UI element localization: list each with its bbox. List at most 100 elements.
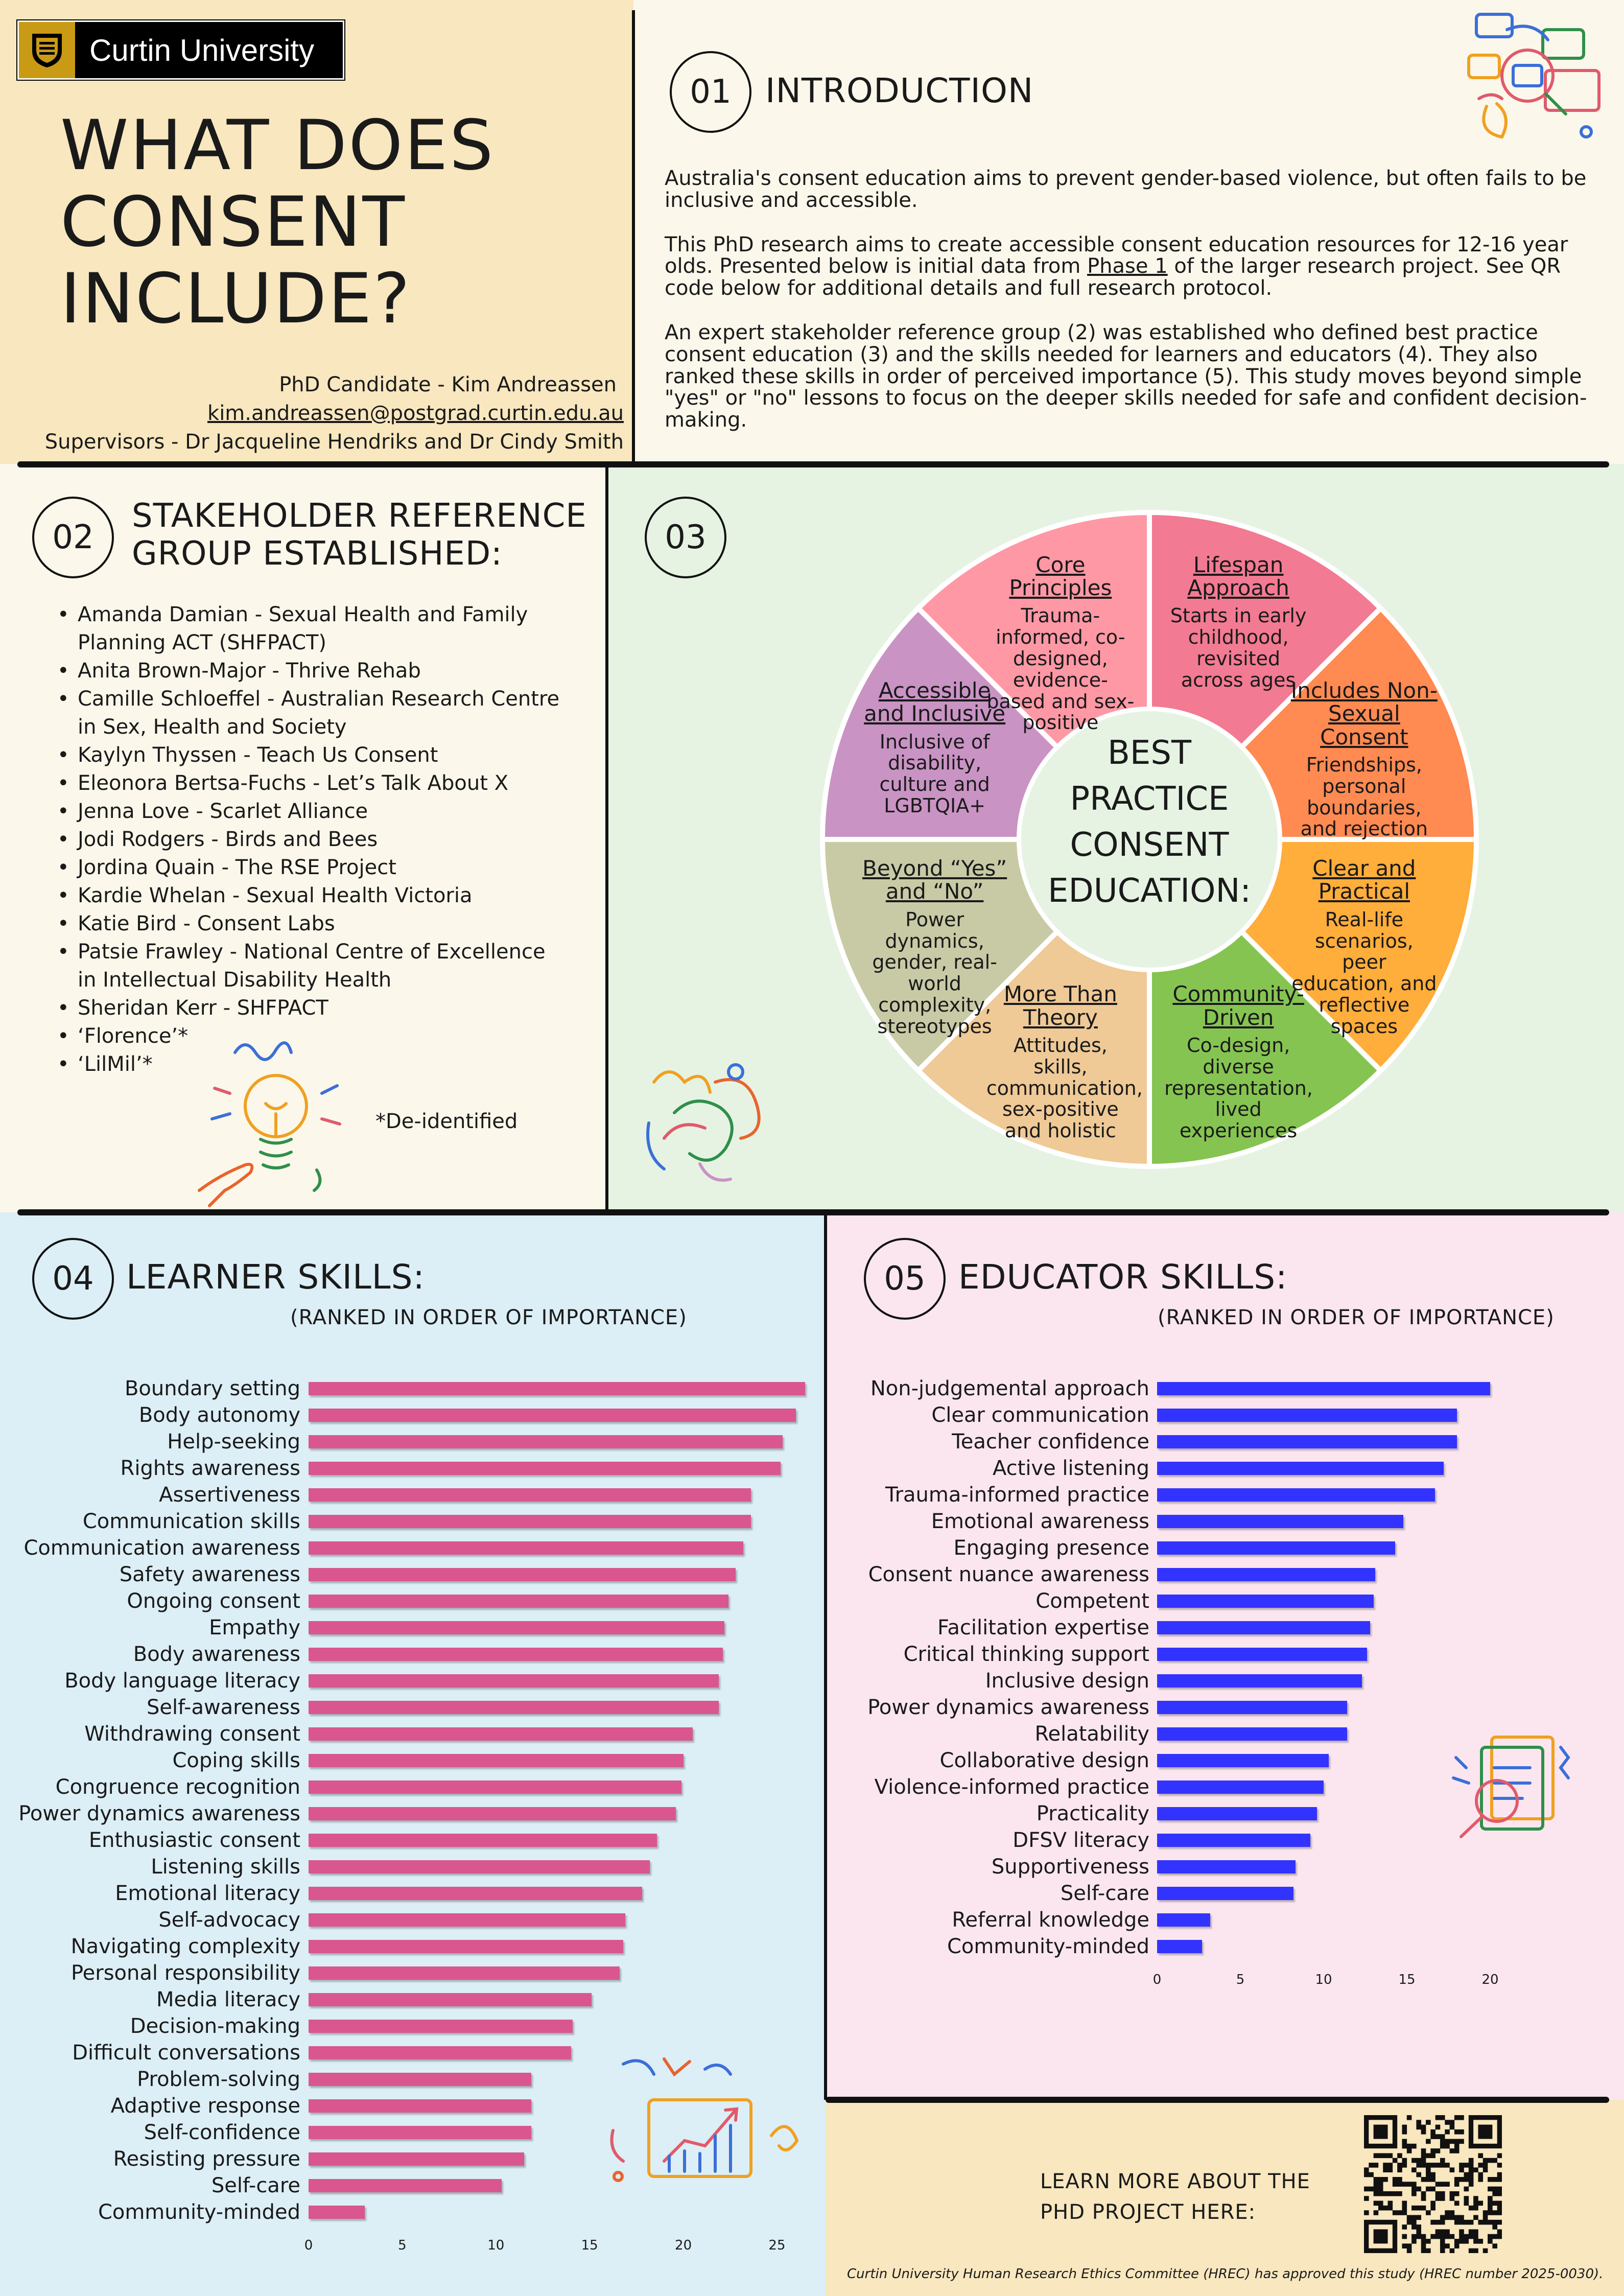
wheel-wedge [1238, 837, 1479, 1074]
skill-bar [1157, 1541, 1396, 1555]
stakeholder-member: Jordina Quain - The RSE Project [56, 854, 567, 882]
skill-label: Community-minded [947, 1935, 1149, 1958]
skill-label: Emotional literacy [115, 1882, 300, 1905]
skill-label: Body awareness [133, 1643, 300, 1666]
skill-bar [309, 1435, 783, 1448]
growth-chart-icon [603, 2054, 807, 2187]
stakeholder-member: Eleonora Bertsa-Fuchs - Let’s Talk About… [56, 769, 567, 798]
skill-label: Power dynamics awareness [867, 1696, 1149, 1719]
wheel-segment-title: Accessible and Inclusive [864, 677, 1006, 727]
divider-horizontal-1 [17, 461, 1609, 467]
stakeholder-member: Jenna Love - Scarlet Alliance [56, 798, 567, 826]
document-search-icon [1446, 1727, 1579, 1849]
x-axis-tick-label: 10 [487, 2238, 505, 2253]
wheel-wedge [1238, 604, 1479, 842]
introduction-panel [633, 0, 1624, 464]
wheel-wedge [1147, 509, 1384, 751]
skill-label: Help-seeking [167, 1430, 300, 1454]
skill-label: Self-advocacy [158, 1908, 300, 1932]
skill-label: Listening skills [151, 1855, 300, 1879]
skill-label: Competent [1035, 1589, 1149, 1613]
university-name: Curtin University [89, 33, 315, 67]
divider-vertical-top [632, 10, 635, 464]
x-axis-tick-label: 10 [1315, 1972, 1332, 1987]
skill-bar [309, 1993, 592, 2006]
skill-bar [1157, 1807, 1317, 1820]
skill-label: Coping skills [172, 1749, 300, 1772]
skill-label: Referral knowledge [952, 1908, 1149, 1932]
skill-label: DFSV literacy [1013, 1829, 1149, 1852]
skill-bar [1157, 1860, 1296, 1873]
x-axis-tick-label: 15 [581, 2238, 598, 2253]
university-logo: Curtin University [17, 20, 344, 80]
wheel-segment-description: Power dynamics, gender, real-world compl… [872, 908, 997, 1038]
skill-label: Congruence recognition [55, 1775, 300, 1799]
skill-bar [1157, 1488, 1435, 1502]
x-axis-tick-label: 0 [1152, 1972, 1162, 1987]
skill-label: Communication skills [82, 1510, 300, 1533]
skill-bar [309, 1515, 751, 1528]
skill-bar [1157, 1834, 1310, 1847]
ethics-approval-note: Curtin University Human Research Ethics … [847, 2266, 1604, 2282]
skill-bar [1157, 1701, 1347, 1714]
section-number-05: 05 [864, 1238, 946, 1320]
skill-bar [309, 2099, 532, 2113]
educator-skills-subtitle: (RANKED IN ORDER OF IMPORTANCE) [1158, 1306, 1555, 1329]
skill-bar [309, 1595, 728, 1608]
intro-paragraph-3: An expert stakeholder reference group (2… [665, 320, 1587, 432]
skill-label: Adaptive response [110, 2094, 300, 2118]
divider-vertical-middle [605, 467, 608, 1212]
wheel-segment: Lifespan Approach Starts in early childho… [1164, 553, 1312, 691]
learner-skills-chart: Boundary setting Body autonomy Help-seekin… [0, 1374, 826, 2263]
introduction-body: Australia's consent education aims to pr… [665, 168, 1589, 454]
skill-bar [1157, 1913, 1211, 1927]
skill-bar [309, 2206, 365, 2219]
stakeholder-member: Amanda Damian - Sexual Health and Family… [56, 601, 567, 657]
wheel-segment: Accessible and Inclusive Inclusive of dis… [861, 679, 1009, 817]
section-number-01: 01 [670, 51, 751, 133]
skill-bar [309, 1966, 620, 1980]
skill-label: Community-minded [98, 2200, 300, 2224]
wheel-segment-description: Attitudes, skills, communication, sex-po… [986, 1034, 1143, 1142]
divider-horizontal-3 [826, 2097, 1609, 2103]
wheel-segment: Clear and Practical Real-life scenarios, … [1290, 857, 1438, 1038]
skill-bar [309, 1887, 642, 1900]
stakeholder-member: Kaylyn Thyssen - Teach Us Consent [56, 741, 567, 769]
skill-bar [309, 1913, 625, 1927]
educator-skills-chart: Non-judgemental approach Clear communicat… [826, 1374, 1624, 1987]
skill-bar [309, 1834, 657, 1847]
skill-label: Active listening [992, 1457, 1149, 1480]
skill-label: Trauma-informed practice [885, 1483, 1149, 1507]
x-axis-tick-label: 25 [768, 2238, 786, 2253]
skill-label: Problem-solving [137, 2068, 300, 2091]
lightbulb-idea-icon [189, 1037, 347, 1211]
stakeholder-member: Patsie Frawley - National Centre of Exce… [56, 938, 567, 994]
wheel-segment-title: Lifespan Approach [1187, 552, 1289, 600]
skill-bar [309, 1409, 796, 1422]
skill-bar [1157, 1621, 1371, 1634]
x-axis-tick-label: 20 [1481, 1972, 1499, 1987]
wheel-segment-description: Starts in early childhood, revisited acr… [1170, 604, 1307, 691]
learn-more-text: LEARN MORE ABOUT THE PHD PROJECT HERE: [1040, 2170, 1310, 2224]
wheel-segment-description: Trauma-informed, co-designed, evidence-b… [986, 604, 1135, 734]
skill-bar [309, 1754, 684, 1767]
skill-bar [1157, 1382, 1490, 1395]
wheel-wedge [819, 604, 1061, 842]
wheel-segment-description: Inclusive of disability, culture and LGB… [879, 730, 990, 817]
candidate-email-link[interactable]: kim.andreassen@postgrad.curtin.edu.au [207, 402, 624, 425]
skill-label: Empathy [209, 1616, 300, 1639]
skill-bar [1157, 1435, 1457, 1448]
skill-label: Facilitation expertise [937, 1616, 1149, 1639]
skill-bar [309, 1674, 719, 1688]
wheel-segment: More Than Theory Attitudes, skills, commu… [986, 982, 1143, 1142]
wheel-center [1021, 711, 1278, 968]
phase-1-link[interactable]: Phase 1 [1087, 254, 1168, 278]
skill-bar [1157, 1727, 1347, 1741]
project-qr-code[interactable] [1364, 2115, 1502, 2253]
skill-bar [309, 1807, 676, 1820]
skill-bar [309, 2126, 532, 2139]
intro-paragraph-2: This PhD research aims to create accessi… [665, 232, 1568, 300]
skill-bar [309, 1568, 736, 1581]
skill-label: Decision-making [130, 2014, 300, 2038]
skill-label: Practicality [1036, 1802, 1149, 1825]
